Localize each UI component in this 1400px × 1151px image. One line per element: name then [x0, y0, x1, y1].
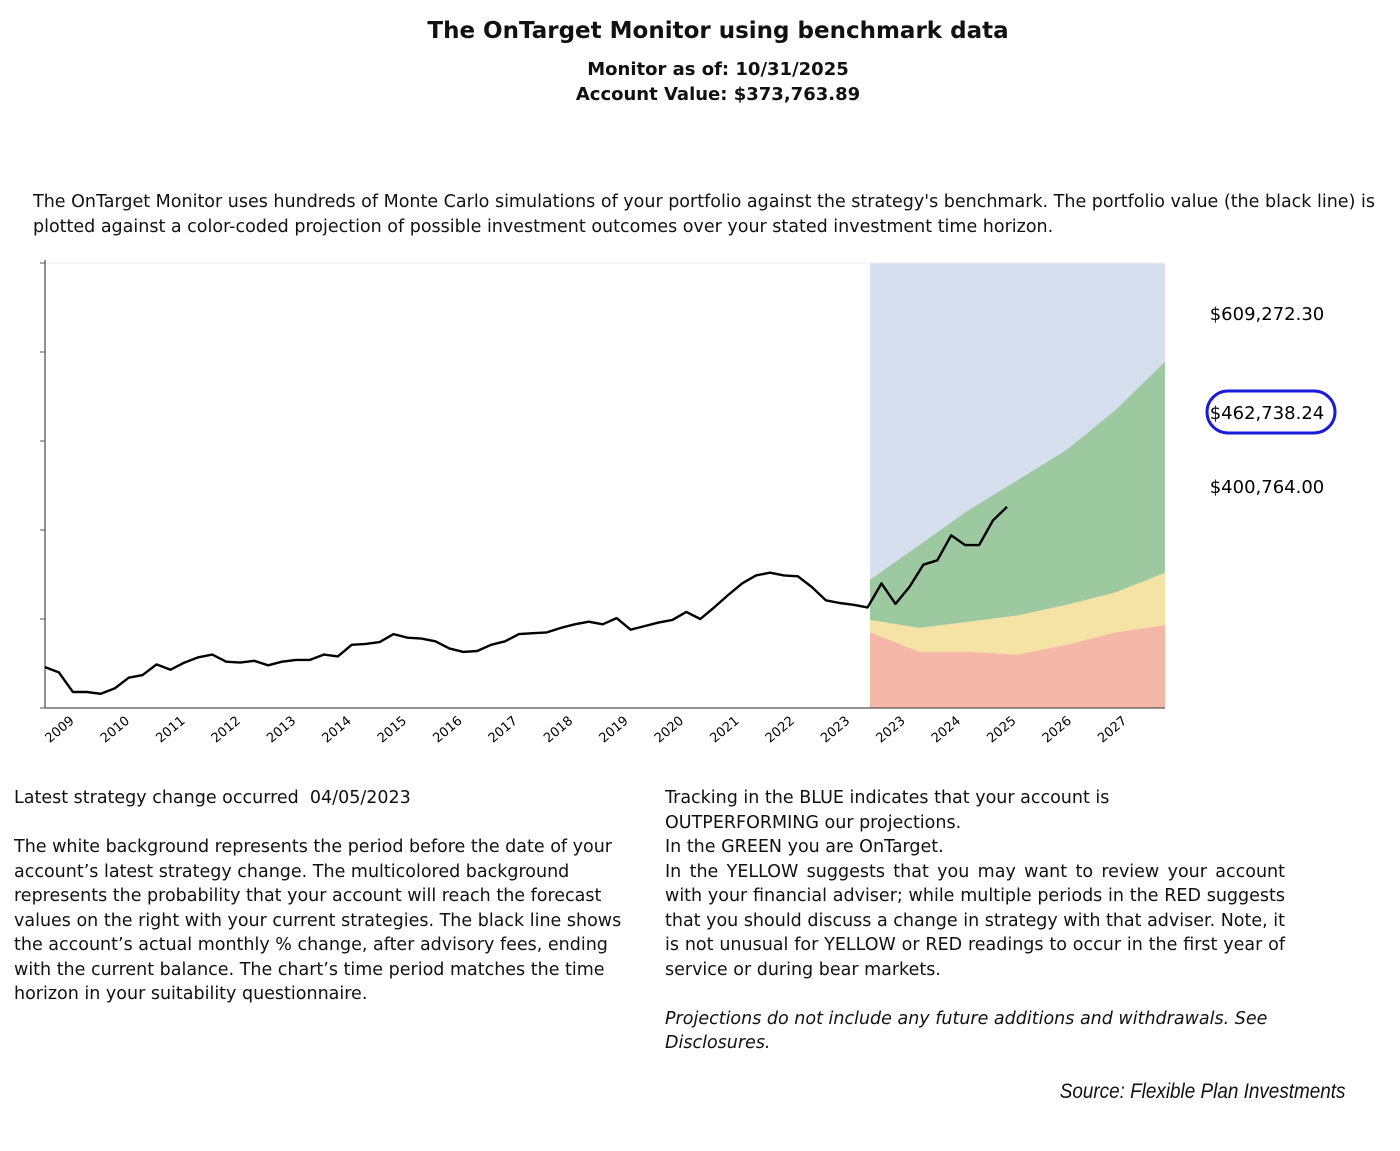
x-tick-label: 2023 [874, 714, 909, 747]
notes-left: Latest strategy change occurred 04/05/20… [14, 786, 639, 1031]
title: The OnTarget Monitor using benchmark dat… [427, 18, 1009, 44]
x-tick-label: 2024 [929, 714, 964, 747]
forecast-label: $400,764.00 [1210, 477, 1325, 498]
x-tick-label: 2019 [597, 714, 632, 747]
x-tick-label: 2014 [320, 714, 355, 747]
legend-note: Tracking in the BLUE indicates that your… [665, 786, 1285, 982]
x-tick-label: 2012 [209, 714, 244, 747]
legend-note: In the YELLOW suggests that you may want… [665, 861, 1285, 980]
chart: 2009 2010 2011 2012 2013 2014 2015 2016 2017 2018… [40, 260, 1337, 747]
disclaimer: Projections do not include any future ad… [665, 1008, 1268, 1054]
x-tick-label: 2023 [818, 714, 853, 747]
x-tick-label: 2017 [486, 714, 521, 747]
highlight-ring [1205, 389, 1337, 435]
x-tick-label: 2021 [707, 714, 742, 747]
projection-band [870, 625, 1165, 708]
x-tick-label: 2015 [375, 714, 410, 747]
intro: The OnTarget Monitor uses hundreds of Mo… [33, 192, 1375, 237]
forecast-label: $462,738.24 [1210, 403, 1325, 424]
legend-note: Tracking in the BLUE indicates that your… [665, 788, 1110, 833]
x-tick-label: 2027 [1095, 714, 1130, 747]
strategy-change: Latest strategy change occurred 04/05/20… [14, 788, 411, 808]
x-tick-label: 2011 [153, 714, 188, 747]
account-value: Account Value: $373,763.89 [575, 84, 861, 105]
x-tick-label: 2009 [43, 714, 78, 747]
source: Source: Flexible Plan Investments [1059, 1080, 1345, 1103]
legend-note: In the GREEN you are OnTarget. [665, 837, 944, 857]
notes-right: Tracking in the BLUE indicates that your… [665, 786, 1285, 1080]
x-tick-label: 2020 [652, 714, 687, 747]
account-line [44, 506, 1008, 695]
monitor-date: Monitor as of: 10/31/2025 [587, 59, 849, 80]
x-tick-label: 2025 [984, 714, 1019, 747]
x-tick-label: 2010 [98, 714, 133, 747]
x-tick-label: 2026 [1040, 714, 1075, 747]
forecast-label: $609,272.30 [1210, 304, 1325, 325]
x-tick-label: 2013 [264, 714, 299, 747]
x-tick-label: 2016 [430, 714, 465, 747]
x-tick-label: 2018 [541, 714, 576, 747]
x-tick-label: 2022 [763, 714, 798, 747]
explanation: The white background represents the peri… [14, 837, 622, 1004]
